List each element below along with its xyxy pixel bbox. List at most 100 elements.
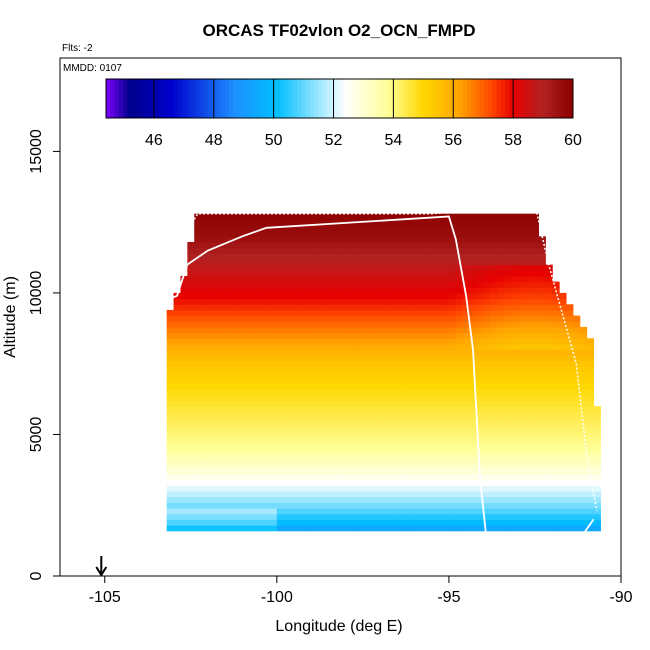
heatmap-cell [373, 519, 381, 526]
heatmap-cell [510, 406, 519, 413]
heatmap-cell [593, 451, 601, 458]
heatmap-cell [442, 457, 450, 464]
heatmap-cell [448, 372, 457, 379]
heatmap-cell [435, 417, 443, 424]
heatmap-cell [352, 445, 361, 453]
heatmap-cell [531, 423, 539, 430]
heatmap-cell [380, 519, 388, 526]
heatmap-cell [503, 281, 512, 288]
heatmap-cell [338, 440, 347, 447]
heatmap-cell [407, 508, 416, 515]
heatmap-cell [462, 304, 471, 311]
heatmap-cell [352, 292, 361, 300]
heatmap-cell [469, 230, 478, 237]
heatmap-cell [311, 479, 319, 487]
heatmap-cell [173, 309, 182, 317]
heatmap-cell [345, 213, 354, 220]
heatmap-cell [586, 338, 595, 345]
colorbar-segment [212, 79, 217, 118]
heatmap-cell [214, 417, 223, 424]
heatmap-cell [331, 377, 340, 385]
heatmap-cell [352, 298, 361, 305]
heatmap-cell [345, 383, 354, 390]
colorbar-segment [288, 79, 294, 118]
heatmap-cell [579, 349, 588, 356]
heatmap-cell [559, 349, 567, 356]
heatmap-cell [325, 253, 333, 260]
heatmap-cell [263, 292, 271, 300]
heatmap-cell [235, 241, 244, 249]
heatmap-cell [242, 355, 250, 362]
heatmap-cell [386, 213, 395, 220]
heatmap-cell [510, 491, 519, 498]
heatmap-cell [290, 213, 299, 220]
heatmap-cell [503, 434, 512, 441]
heatmap-cell [256, 264, 264, 271]
heatmap-cell [442, 389, 450, 396]
heatmap-cell [263, 332, 271, 339]
colorbar-tick-label: 58 [504, 132, 522, 149]
heatmap-cell [483, 321, 491, 328]
heatmap-cell [503, 479, 512, 487]
heatmap-cell [256, 225, 264, 232]
heatmap-cell [462, 253, 471, 260]
heatmap-cell [476, 383, 484, 390]
heatmap-cell [545, 349, 553, 356]
colorbar-segment [437, 79, 442, 118]
heatmap-cell [497, 411, 505, 419]
heatmap-cell [400, 292, 409, 300]
heatmap-cell [276, 304, 285, 311]
heatmap-cell [490, 321, 498, 328]
heatmap-cell [455, 411, 464, 419]
heatmap-cell [283, 411, 292, 419]
heatmap-cell [187, 247, 195, 254]
heatmap-cell [435, 400, 443, 407]
colorbar-segment [220, 79, 226, 118]
heatmap-cell [490, 423, 498, 430]
heatmap-cell [428, 349, 436, 356]
heatmap-cell [318, 264, 326, 271]
heatmap-cell [263, 338, 271, 345]
heatmap-cell [524, 423, 533, 430]
heatmap-cell [448, 366, 457, 373]
heatmap-cell [338, 491, 347, 498]
heatmap-cell [331, 309, 340, 317]
heatmap-cell [366, 219, 374, 226]
heatmap-cell [214, 411, 223, 419]
heatmap-cell [476, 508, 484, 515]
heatmap-cell [228, 360, 237, 368]
heatmap-cell [249, 247, 257, 254]
heatmap-cell [173, 321, 182, 328]
heatmap-cell [593, 468, 601, 475]
heatmap-cell [538, 304, 546, 311]
heatmap-cell [545, 304, 553, 311]
heatmap-cell [325, 485, 333, 492]
colorbar-segment [186, 79, 192, 118]
heatmap-cell [559, 485, 567, 492]
heatmap-cell [345, 372, 354, 379]
heatmap-cell [256, 389, 264, 396]
heatmap-cell [545, 474, 553, 481]
heatmap-cell [400, 360, 409, 368]
heatmap-cell [538, 462, 546, 470]
heatmap-cell [538, 406, 546, 413]
heatmap-cell [242, 440, 250, 447]
heatmap-cell [242, 508, 250, 515]
heatmap-cell [400, 417, 409, 424]
heatmap-cell [325, 389, 333, 396]
heatmap-cell [242, 457, 250, 464]
heatmap-cell [338, 479, 347, 487]
heatmap-cell [503, 508, 512, 515]
heatmap-cell [221, 479, 230, 487]
heatmap-cell [524, 451, 533, 458]
heatmap-cell [331, 462, 340, 470]
heatmap-cell [517, 281, 526, 288]
heatmap-cell [490, 349, 498, 356]
heatmap-cell [269, 321, 278, 328]
heatmap-cell [352, 474, 361, 481]
heatmap-cell [304, 411, 312, 419]
heatmap-cell [373, 315, 381, 322]
heatmap-cell [373, 338, 381, 345]
heatmap-cell [490, 519, 498, 526]
heatmap-cell [352, 496, 361, 503]
